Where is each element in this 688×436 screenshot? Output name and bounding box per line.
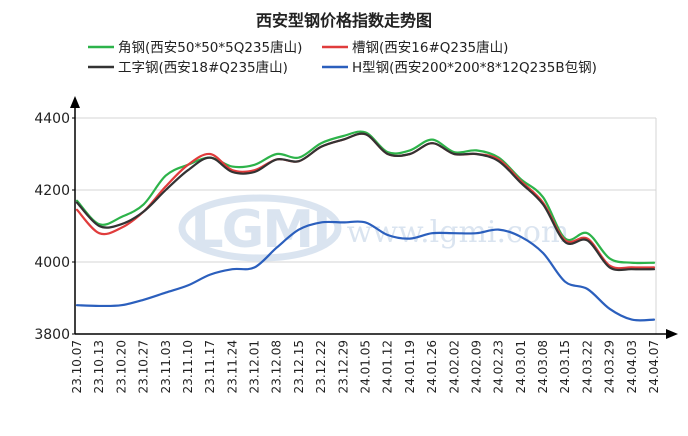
legend-label: H型钢(西安200*200*8*12Q235B包钢) <box>352 60 597 76</box>
legend-label: 角钢(西安50*50*5Q235唐山) <box>118 39 302 56</box>
x-tick-label: 24.03.08 <box>536 340 550 393</box>
series-layer <box>75 130 656 322</box>
x-tick-label: 24.01.26 <box>425 340 439 393</box>
x-tick-label: 24.01.19 <box>403 340 417 393</box>
x-tick-label: 24.01.12 <box>381 340 395 393</box>
x-tick-label: 23.12.29 <box>336 340 350 393</box>
x-tick-label: 23.12.08 <box>270 340 284 393</box>
x-tick-label: 24.04.03 <box>625 340 639 393</box>
x-tick-label: 23.11.17 <box>203 340 217 393</box>
series-line-0 <box>75 130 656 265</box>
x-tick-label: 24.02.02 <box>447 340 461 393</box>
x-tick-label: 24.03.29 <box>603 340 617 393</box>
grid <box>75 117 657 334</box>
series-line-3 <box>75 220 656 322</box>
legend: 角钢(西安50*50*5Q235唐山) 槽钢(西安16#Q235唐山) 工字钢(西安… <box>88 39 597 76</box>
watermark-logo-ring <box>178 194 342 262</box>
watermark-logo-text: LGMI <box>191 200 330 260</box>
axes <box>70 96 678 339</box>
legend-label: 槽钢(西安16#Q235唐山) <box>352 39 508 56</box>
x-tick-label: 23.11.10 <box>181 340 195 393</box>
y-axis-arrow <box>70 96 80 108</box>
y-tick-label: 4200 <box>34 183 70 199</box>
x-tick-label: 23.12.15 <box>292 340 306 393</box>
x-tick-label: 24.01.05 <box>359 340 373 393</box>
x-tick-label: 24.03.15 <box>558 340 572 393</box>
x-tick-label: 23.11.03 <box>159 340 173 393</box>
x-tick-label: 23.12.22 <box>314 340 328 393</box>
y-tick-label: 3800 <box>34 327 70 343</box>
x-tick-label: 23.10.13 <box>92 340 106 393</box>
x-tick-label: 24.03.22 <box>580 340 594 393</box>
x-tick-label: 24.04.07 <box>647 340 661 393</box>
x-tick-label: 23.10.20 <box>114 340 128 393</box>
x-tick-label: 23.11.24 <box>225 340 239 393</box>
y-tick-label: 4000 <box>34 255 70 271</box>
x-tick-label: 24.02.09 <box>469 340 483 393</box>
legend-label: 工字钢(西安18#Q235唐山) <box>118 59 288 76</box>
x-tick-label: 24.02.23 <box>492 340 506 393</box>
x-tick-label: 23.10.07 <box>70 340 84 393</box>
x-tick-label: 23.12.01 <box>248 340 262 393</box>
x-tick-label: 24.03.01 <box>514 340 528 393</box>
y-tick-label: 4400 <box>34 111 70 127</box>
x-tick-label: 23.10.27 <box>137 340 151 393</box>
x-ticks: 23.10.07 23.10.13 23.10.20 23.10.27 23.11.03… <box>70 340 661 393</box>
x-axis-arrow <box>666 329 678 339</box>
chart-title: 西安型钢价格指数走势图 <box>256 11 432 30</box>
y-ticks: 3800 4000 4200 4400 <box>34 111 75 343</box>
series-line-2 <box>75 132 656 272</box>
